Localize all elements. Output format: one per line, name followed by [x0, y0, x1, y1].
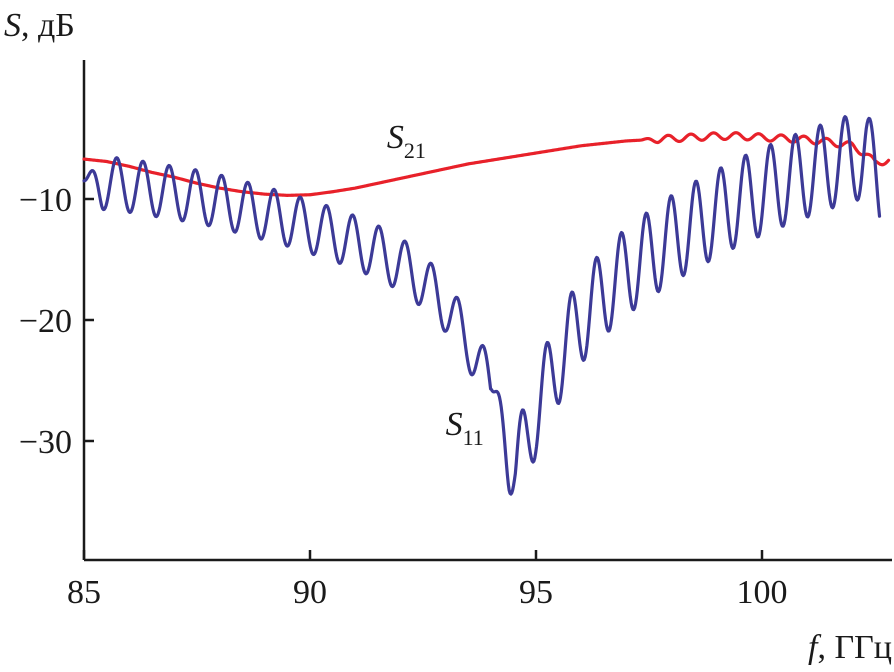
series-layer	[82, 115, 891, 496]
series-labels: S21 S11	[387, 119, 484, 450]
y-tick-label: −20	[19, 303, 72, 340]
x-tick-label: 100	[737, 574, 788, 611]
axes	[82, 60, 892, 562]
series-label-s21: S21	[387, 119, 426, 163]
y-tick-label: −10	[19, 182, 72, 219]
y-axis-label: S, дБ	[4, 7, 75, 44]
x-tick-label: 85	[67, 574, 101, 611]
series-line-s11	[82, 115, 882, 496]
y-axis-symbol: S	[4, 7, 21, 44]
x-tick-label: 90	[293, 574, 327, 611]
series-label-s11: S11	[446, 406, 484, 450]
x-axis-unit: , ГГц	[817, 629, 892, 666]
x-axis-label: f, ГГц	[808, 629, 892, 666]
y-tick-label: −30	[19, 424, 72, 461]
x-tick-label: 95	[519, 574, 553, 611]
tick-labels: 85 90 95 100 −10 −20 −30	[19, 182, 788, 611]
ticks	[82, 197, 764, 560]
y-axis-unit: , дБ	[21, 7, 75, 44]
